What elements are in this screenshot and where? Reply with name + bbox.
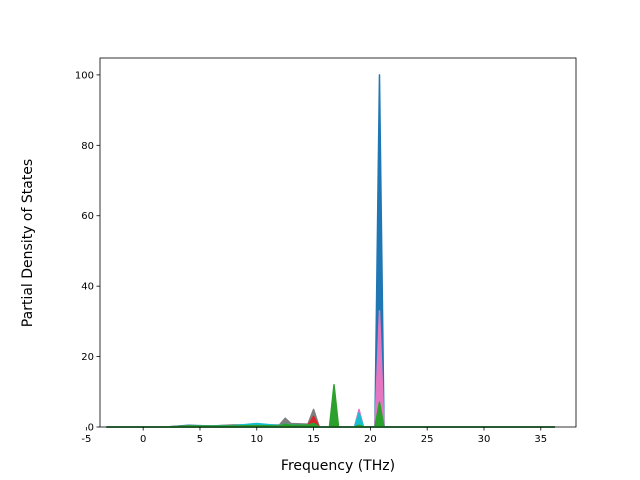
x-tick-label: 20 xyxy=(364,434,377,445)
plot-frame xyxy=(99,57,577,428)
area xyxy=(106,74,556,428)
y-tick-label: 80 xyxy=(81,141,94,152)
x-axis-label: Frequency (THz) xyxy=(281,458,395,474)
x-tick-label: 10 xyxy=(250,434,263,445)
x-tick-label: 15 xyxy=(307,434,320,445)
y-tick-label: 60 xyxy=(81,211,94,222)
x-tick-label: 35 xyxy=(534,434,547,445)
y-tick-label: 40 xyxy=(81,282,94,293)
x-tick-label: -5 xyxy=(81,434,91,445)
y-tick-label: 100 xyxy=(75,70,94,81)
y-tick-label: 20 xyxy=(81,352,94,363)
y-tick-label: 0 xyxy=(88,423,94,434)
x-tick-label: 5 xyxy=(197,434,203,445)
x-tick-label: 30 xyxy=(478,434,491,445)
x-tick-label: 25 xyxy=(421,434,434,445)
area xyxy=(106,384,556,428)
x-tick-label: 0 xyxy=(140,434,146,445)
y-axis-label: Partial Density of States xyxy=(20,159,36,327)
